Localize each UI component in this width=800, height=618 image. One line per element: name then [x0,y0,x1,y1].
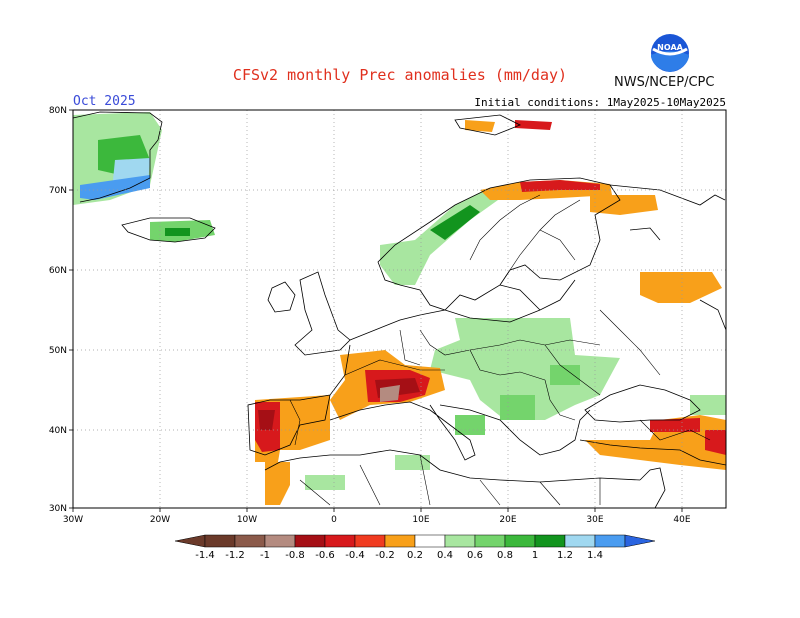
lon-label: 30E [586,515,603,525]
colorbar-swatch [354,534,386,548]
coast-svalbard [454,114,521,136]
anomaly-romania-green [550,365,580,385]
colorbar-swatch [264,534,296,548]
noaa-logo-icon: NOAA [651,34,689,72]
colorbar [174,534,656,548]
colorbar-label: -1.4 [195,550,215,561]
lat-label: 60N [49,266,67,276]
colorbar-swatch [204,534,236,548]
colorbar-swatch [504,534,536,548]
country-borders [289,194,711,506]
lat-label: 70N [49,186,67,196]
coast-black-sea [584,384,701,423]
anomaly-iceland-dark [165,228,190,236]
coast-north-africa [264,449,641,483]
map-frame [72,109,727,509]
anomaly-shading [73,112,726,505]
anomaly-caucasus-red [705,430,726,455]
colorbar-label: 1.2 [557,550,573,561]
coastlines [72,111,727,509]
axis-ticks [69,109,683,512]
lon-label: 40E [673,515,690,525]
colorbar-label: 0.8 [497,550,513,561]
colorbar-label: -1 [260,550,270,561]
anomaly-turkey-red [650,418,700,432]
colorbar-swatch [234,534,266,548]
anomaly-central-europe-green [430,318,620,420]
lat-label: 80N [49,106,67,116]
anomaly-russia-orange [640,272,722,303]
anomaly-algeria-green [305,475,345,490]
colorbar-label: -0.4 [345,550,365,561]
colorbar-label: -0.8 [285,550,305,561]
lon-label: 20E [499,515,516,525]
colorbar-label: -0.6 [315,550,335,561]
graticule [73,110,726,508]
anomaly-svalbard-red [515,120,552,130]
colorbar-swatch [534,534,566,548]
coast-med-north [329,401,476,461]
colorbar-label: -0.2 [375,550,395,561]
coast-ireland [267,281,296,313]
coast-baltic [444,279,576,323]
coast-adriatic-balkans [439,404,591,456]
colorbar-swatch [564,534,596,548]
lat-labels: 80N 70N 60N 50N 40N 30N [49,106,67,514]
colorbar-label: 0.6 [467,550,483,561]
colorbar-labels: -1.4 -1.2 -1 -0.8 -0.6 -0.4 -0.2 0.2 0.4… [195,550,603,561]
colorbar-swatch [324,534,356,548]
anomaly-morocco-orange [265,462,290,505]
anomaly-kola-orange [590,195,658,215]
logo-text: NOAA [657,43,683,52]
lon-labels: 30W 20W 10W 0 10E 20E 30E 40E [63,515,691,525]
lat-label: 40N [49,426,67,436]
anomaly-greenland-blue [80,175,150,200]
anomaly-iberia-darkred [258,410,275,430]
colorbar-swatch [594,534,626,548]
lon-label: 0 [331,515,337,525]
anomaly-caucasus-green [690,395,726,415]
colorbar-label: 1 [532,550,538,561]
coast-scandinavia [377,177,621,311]
colorbar-label: -1.2 [225,550,245,561]
anomaly-alps-rose [380,385,400,402]
lon-label: 30W [63,515,83,525]
colorbar-label: 0.4 [437,550,453,561]
coast-iceland [121,217,216,243]
coast-kola-whitesea [609,184,726,241]
coast-caspian [699,299,727,331]
coast-france-iberia [247,344,351,456]
lat-label: 30N [49,504,67,514]
colorbar-label: 0.2 [407,550,423,561]
lon-label: 10W [237,515,257,525]
lat-label: 50N [49,346,67,356]
coast-levant [639,467,666,509]
anomaly-balkans-green [500,395,535,420]
colorbar-swatch [384,534,416,548]
coast-greenland [72,111,163,203]
map-title: CFSv2 monthly Prec anomalies (mm/day) [232,66,568,84]
lon-label: 10E [412,515,429,525]
colorbar-label: 1.4 [587,550,603,561]
initial-conditions: Initial conditions: 1May2025-10May2025 [474,96,726,109]
colorbar-swatch [294,534,326,548]
coast-north-sea [349,309,446,341]
anomaly-norway-darkgreen [430,205,480,240]
colorbar-swatch [414,534,446,548]
anomaly-svalbard-orange [465,120,495,132]
forecast-month: Oct 2025 [73,94,136,109]
colorbar-swatch [474,534,506,548]
colorbar-swatch [444,534,476,548]
agency-label: NWS/NCEP/CPC [614,75,715,90]
colorbar-arrow-high [624,534,656,548]
colorbar-arrow-low [174,534,206,548]
coast-turkey-south [579,439,727,466]
anomaly-libya-green [395,455,430,470]
lon-label: 20W [150,515,170,525]
anomaly-northcape-red [520,180,600,192]
coast-britain [294,271,351,356]
